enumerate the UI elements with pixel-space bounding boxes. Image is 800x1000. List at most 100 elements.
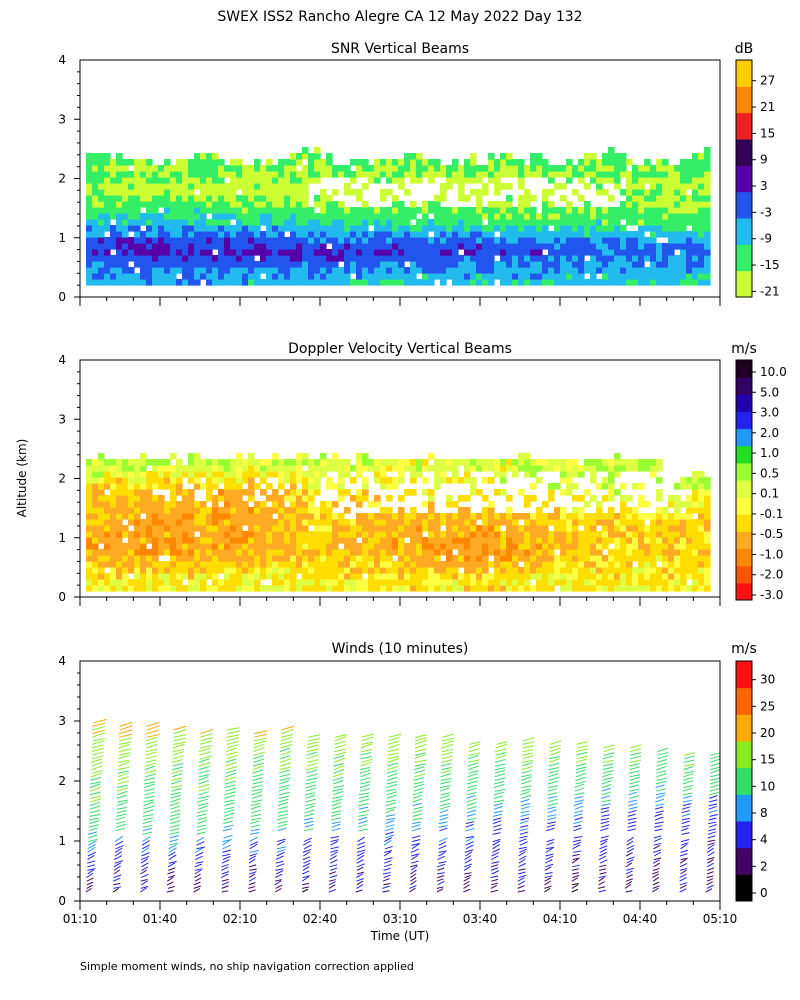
wind-barb (173, 741, 186, 745)
snr-cell (560, 171, 567, 178)
snr-cell (572, 237, 579, 244)
doppler-cell (362, 477, 369, 484)
doppler-cell (164, 543, 171, 550)
doppler-cell (656, 459, 663, 466)
snr-cell (434, 219, 441, 226)
doppler-cell (176, 531, 183, 538)
snr-cell (152, 201, 159, 208)
snr-cell (566, 243, 573, 250)
snr-cell (638, 177, 645, 184)
wind-barb (305, 784, 317, 789)
wind-barb (438, 850, 447, 853)
doppler-cell (356, 525, 363, 532)
doppler-cell (482, 567, 489, 574)
snr-cell (698, 213, 705, 220)
doppler-cell (134, 459, 141, 466)
snr-cell (602, 237, 609, 244)
wind-barb (221, 878, 229, 882)
wind-barb (304, 805, 316, 810)
doppler-cell (242, 585, 249, 592)
doppler-cell (296, 585, 303, 592)
wind-barb (332, 788, 343, 792)
wind-barb (142, 814, 154, 817)
wind-barb (119, 737, 132, 742)
doppler-cell (104, 495, 111, 502)
doppler-cell (158, 471, 165, 478)
doppler-cell (92, 501, 99, 508)
snr-cell (296, 159, 303, 166)
wind-barb (302, 862, 311, 868)
snr-cell (320, 219, 327, 226)
doppler-cell (584, 549, 591, 556)
doppler-cell (494, 465, 501, 472)
wind-barb (87, 868, 96, 871)
snr-cell (410, 225, 417, 232)
doppler-cell (374, 561, 381, 568)
doppler-cell (554, 465, 561, 472)
doppler-cell (140, 477, 147, 484)
doppler-cell (272, 573, 279, 580)
doppler-cell (620, 531, 627, 538)
doppler-cell (296, 579, 303, 586)
doppler-cell (404, 465, 411, 472)
doppler-cell (488, 525, 495, 532)
doppler-cell (104, 543, 111, 550)
wind-barb (546, 816, 557, 821)
winds-panel-title: Winds (10 minutes) (332, 641, 469, 657)
snr-cell (230, 201, 237, 208)
doppler-cell (626, 543, 633, 550)
doppler-cell (296, 513, 303, 520)
snr-cell (704, 261, 711, 268)
doppler-cell (212, 513, 219, 520)
doppler-cell (386, 561, 393, 568)
snr-cell (236, 279, 243, 286)
doppler-cell (614, 531, 621, 538)
wind-barb (360, 756, 372, 760)
snr-heatmap (86, 147, 711, 286)
wind-barb (494, 758, 506, 763)
snr-cell (158, 183, 165, 190)
doppler-cell (86, 519, 93, 526)
doppler-cell (110, 579, 117, 586)
doppler-cell (278, 459, 285, 466)
wind-barb (329, 874, 338, 879)
wind-barb (572, 868, 580, 871)
snr-cell (170, 279, 177, 286)
doppler-cell (86, 507, 93, 514)
snr-cell (356, 231, 363, 238)
doppler-cell (254, 537, 261, 544)
doppler-cell (446, 549, 453, 556)
snr-cell (188, 267, 195, 274)
snr-cell (698, 267, 705, 274)
snr-cell (530, 159, 537, 166)
wind-barb (145, 748, 158, 753)
snr-cell (464, 177, 471, 184)
snr-cell (266, 177, 273, 184)
wind-barb (440, 792, 451, 796)
snr-cell (302, 147, 309, 154)
doppler-cell (662, 513, 669, 520)
wind-barb (466, 794, 476, 799)
snr-cell (110, 231, 117, 238)
doppler-cell (650, 471, 657, 478)
doppler-cell (122, 465, 129, 472)
snr-cell (422, 159, 429, 166)
wind-barb (545, 846, 555, 850)
snr-cell (92, 189, 99, 196)
doppler-cell (236, 465, 243, 472)
wind-barb (626, 836, 634, 843)
snr-cell (344, 273, 351, 280)
snr-cell (632, 231, 639, 238)
snr-cell (446, 171, 453, 178)
doppler-cell (596, 507, 603, 514)
snr-cell (254, 171, 261, 178)
snr-cell (326, 159, 333, 166)
snr-cell (146, 267, 153, 274)
wind-barb (544, 866, 552, 871)
snr-cell (572, 255, 579, 262)
snr-cell (590, 165, 597, 172)
doppler-cell (536, 537, 543, 544)
snr-cell (698, 207, 705, 214)
snr-cell (272, 255, 279, 262)
doppler-cell (104, 519, 111, 526)
